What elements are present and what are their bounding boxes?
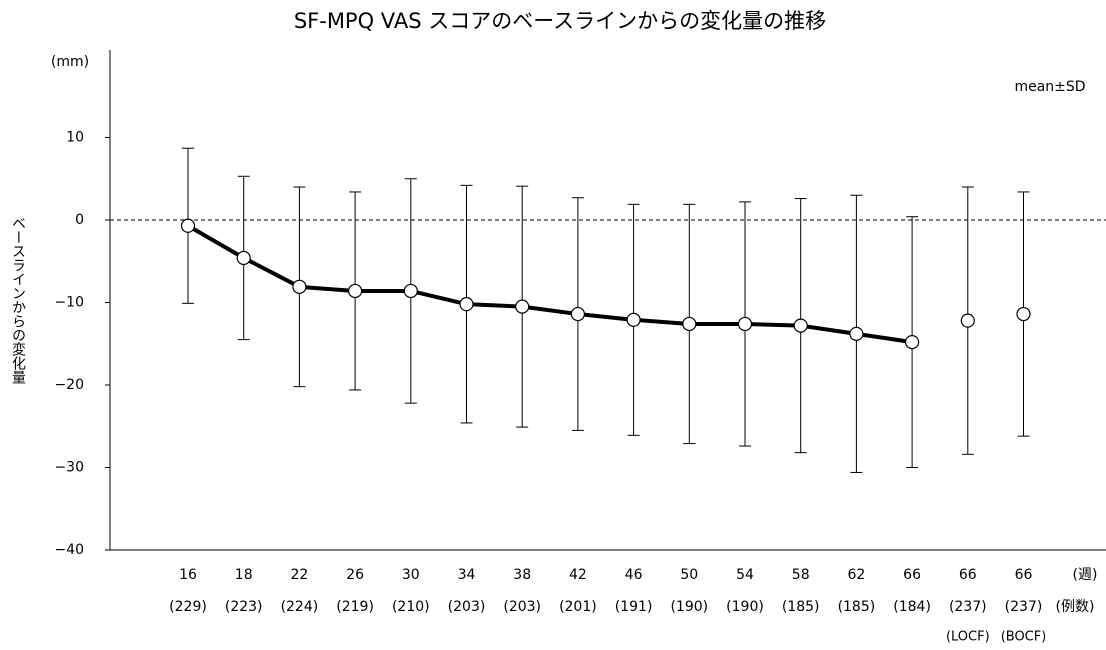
data-point (570, 306, 586, 322)
data-point (793, 318, 808, 333)
n-label: (185) (838, 599, 876, 615)
n-label: (203) (503, 599, 541, 615)
y-tick-label: −40 (54, 542, 84, 558)
n-label: (190) (670, 599, 708, 615)
n-label: (184) (893, 599, 931, 615)
n-label: (224) (281, 599, 319, 615)
x-tick-label: 22 (290, 567, 308, 583)
data-point (515, 299, 530, 314)
x-tick-label: 26 (346, 567, 364, 583)
y-tick-label: 10 (66, 130, 84, 146)
n-label: (190) (726, 599, 764, 615)
x-tick-label: 66 (1015, 567, 1033, 583)
x-tick-label: 18 (235, 567, 253, 583)
n-label: (185) (782, 599, 820, 615)
data-point (348, 283, 363, 299)
n-unit: (例数) (1056, 599, 1095, 615)
y-tick-label: −20 (54, 377, 84, 393)
n-label: (229) (169, 599, 207, 615)
sublabel: (LOCF) (946, 630, 990, 645)
data-point (626, 312, 641, 327)
n-label: (210) (392, 599, 430, 615)
data-point (459, 297, 474, 312)
data-point (960, 313, 975, 328)
y-tick-label: −10 (54, 295, 84, 311)
data-point (403, 283, 418, 299)
y-tick-label: −30 (54, 460, 84, 476)
x-tick-label: 50 (680, 567, 698, 583)
y-axis-label: ベースラインからの変化量 (10, 216, 26, 384)
n-label: (219) (336, 599, 374, 615)
x-tick-label: 34 (458, 567, 476, 583)
series-line (186, 224, 913, 345)
n-label: (201) (559, 599, 597, 615)
x-tick-label: 38 (513, 567, 531, 583)
y-tick-label: 0 (75, 212, 84, 228)
data-point (904, 335, 920, 350)
x-tick-label: 42 (569, 567, 587, 583)
n-label: (237) (1005, 599, 1043, 615)
data-point (737, 316, 753, 332)
data-point (236, 250, 251, 266)
x-tick-label: 46 (625, 567, 643, 583)
n-label: (237) (949, 599, 987, 615)
y-unit: (mm) (51, 54, 89, 70)
x-tick-label: 54 (736, 567, 754, 583)
data-point (292, 279, 307, 294)
data-point (1016, 306, 1031, 322)
n-label: (223) (225, 599, 263, 615)
data-point (180, 218, 196, 233)
data-point (849, 326, 864, 341)
chart-title: SF-MPQ VAS スコアのベースラインからの変化量の推移 (294, 9, 826, 33)
sublabel: (BOCF) (1001, 630, 1047, 645)
data-point (682, 316, 697, 332)
x-tick-label: 66 (959, 567, 977, 583)
annotation: mean±SD (1014, 79, 1085, 95)
n-label: (203) (448, 599, 486, 615)
x-unit: (週) (1073, 567, 1098, 583)
x-tick-label: 58 (792, 567, 810, 583)
x-tick-label: 62 (847, 567, 865, 583)
x-tick-label: 16 (179, 567, 197, 583)
n-label: (191) (615, 599, 653, 615)
x-tick-label: 30 (402, 567, 420, 583)
x-tick-label: 66 (903, 567, 921, 583)
